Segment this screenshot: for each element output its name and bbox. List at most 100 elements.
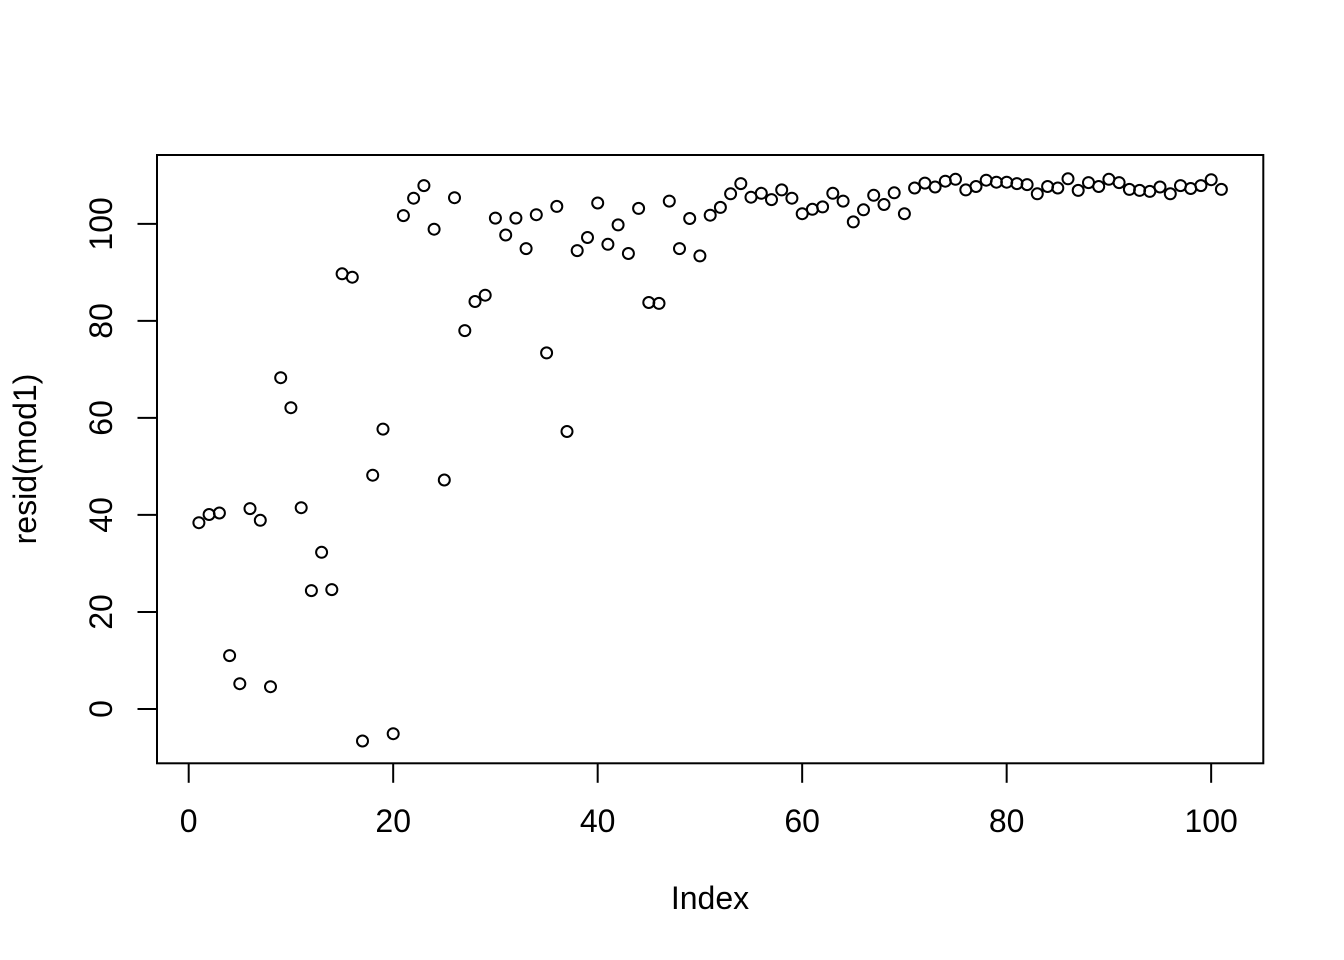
data-point	[192, 516, 206, 530]
data-point	[1041, 180, 1055, 193]
data-point	[662, 194, 676, 208]
data-point	[499, 228, 513, 242]
data-point	[601, 237, 615, 251]
data-point	[488, 211, 502, 225]
data-point	[805, 202, 819, 216]
data-point	[223, 649, 237, 663]
data-point	[693, 249, 707, 263]
data-point	[325, 583, 339, 597]
data-point	[1214, 182, 1228, 196]
data-point	[570, 244, 584, 258]
data-point	[734, 177, 748, 191]
data-point	[386, 727, 400, 741]
data-point	[356, 734, 369, 748]
data-point	[724, 187, 738, 201]
y-tick-label: 40	[83, 497, 119, 533]
data-point	[212, 506, 226, 520]
data-point	[243, 502, 257, 516]
x-tick-label: 100	[1184, 803, 1237, 839]
data-point	[621, 247, 635, 260]
data-point	[713, 200, 727, 214]
data-point	[1092, 180, 1106, 193]
data-point	[887, 186, 901, 200]
data-point	[202, 508, 216, 521]
y-axis-tick-labels: 0 20 40 60 80 100	[83, 197, 119, 718]
data-point	[315, 545, 329, 559]
data-point	[1112, 176, 1126, 190]
data-point	[529, 208, 543, 222]
data-point	[979, 173, 993, 187]
y-tick-label: 0	[83, 700, 119, 718]
data-point	[836, 194, 850, 208]
data-point	[448, 191, 461, 205]
data-point	[304, 584, 318, 598]
data-point	[1071, 183, 1085, 197]
data-point	[949, 172, 962, 186]
data-point	[366, 468, 380, 482]
data-point	[785, 191, 799, 205]
data-point	[683, 212, 697, 225]
data-point	[417, 179, 431, 193]
data-point	[274, 371, 288, 385]
data-point	[1204, 173, 1218, 187]
data-point	[437, 473, 451, 487]
data-point	[652, 296, 666, 310]
data-point	[826, 186, 840, 200]
x-tick-label: 80	[989, 803, 1025, 839]
data-point	[703, 208, 717, 222]
x-tick-label: 20	[375, 803, 411, 839]
data-point	[1163, 187, 1177, 201]
data-point	[1194, 179, 1208, 193]
y-axis-ticks	[137, 222, 157, 710]
y-tick-label: 60	[83, 400, 119, 436]
x-tick-label: 40	[580, 803, 616, 839]
x-axis-tick-labels: 0 20 40 60 80 100	[180, 803, 1238, 839]
data-point	[816, 200, 830, 214]
data-point	[468, 295, 482, 308]
data-point	[867, 188, 881, 202]
data-point	[407, 191, 421, 205]
y-tick-label: 80	[83, 303, 119, 339]
data-points-group	[192, 172, 1228, 748]
data-point	[928, 180, 942, 194]
data-point	[897, 207, 911, 221]
data-point	[560, 425, 574, 438]
x-tick-label: 0	[180, 803, 198, 839]
data-point	[345, 270, 359, 284]
data-point	[1020, 178, 1034, 192]
data-point	[877, 198, 891, 211]
data-point	[427, 222, 441, 236]
data-point	[294, 501, 308, 515]
data-point	[478, 288, 492, 302]
data-point	[550, 199, 564, 213]
data-point	[969, 180, 983, 193]
data-point	[1051, 181, 1065, 195]
data-point	[233, 677, 247, 691]
data-point	[765, 193, 778, 207]
data-point	[908, 181, 922, 195]
y-tick-label: 20	[83, 594, 119, 630]
data-point	[1061, 172, 1075, 186]
data-point	[376, 422, 390, 436]
x-axis-title: Index	[671, 880, 749, 916]
data-point	[938, 174, 952, 188]
data-point	[673, 242, 686, 256]
data-point	[632, 201, 646, 215]
data-point	[509, 211, 523, 225]
x-tick-label: 60	[784, 803, 820, 839]
data-point	[519, 242, 533, 256]
y-tick-label: 100	[83, 197, 119, 250]
data-point	[857, 203, 870, 217]
data-point	[754, 186, 768, 200]
x-axis-ticks	[187, 763, 1213, 783]
data-point	[396, 209, 410, 223]
data-point	[253, 513, 267, 527]
data-point	[264, 680, 277, 694]
data-point	[1153, 180, 1167, 194]
data-point	[846, 215, 860, 229]
data-point	[1030, 187, 1044, 201]
y-axis-title: resid(mod1)	[7, 374, 43, 545]
data-point	[581, 231, 594, 244]
